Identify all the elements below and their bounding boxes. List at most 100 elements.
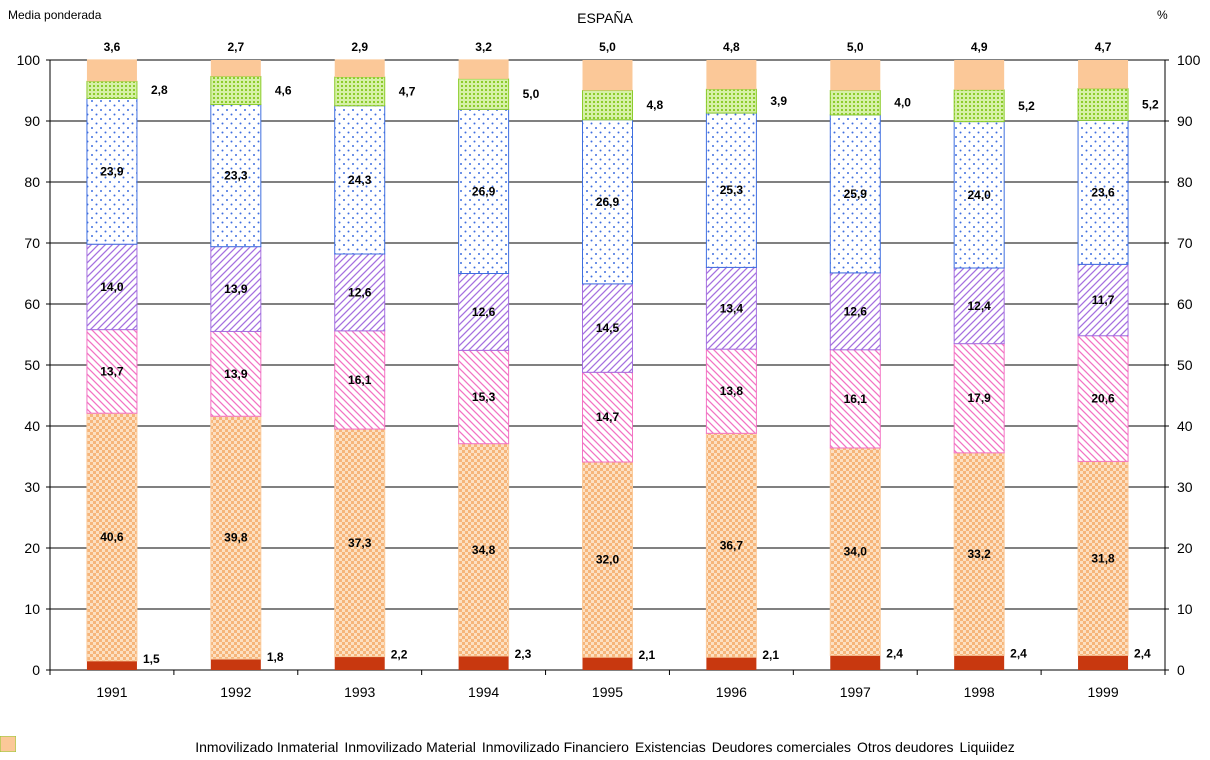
x-tick-label: 1993 [344, 684, 375, 700]
y-tick-label-left: 50 [24, 357, 40, 373]
y-axis-subtitle: Media ponderada [8, 8, 102, 22]
data-label: 23,3 [224, 169, 248, 183]
data-label: 5,0 [523, 87, 540, 101]
data-label: 4,7 [1095, 40, 1112, 54]
legend-item: Inmovilizado Financiero [0, 736, 629, 755]
bar-segment-inmovilizado-material [953, 452, 1005, 656]
bar-segment-inmovilizado-financiero [1077, 335, 1129, 462]
data-label: 2,1 [762, 648, 779, 662]
y-tick-label-left: 80 [24, 174, 40, 190]
bar-segment-otros-deudores [210, 75, 262, 106]
y-tick-label-right: 20 [1177, 540, 1193, 556]
legend-label: Inmovilizado Inmaterial [195, 739, 339, 755]
bar-segment-inmovilizado-financiero [210, 330, 262, 417]
bar-segment-inmovilizado-material [1077, 460, 1129, 656]
data-label: 12,4 [967, 299, 991, 313]
y-tick-label-left: 10 [24, 601, 40, 617]
y-tick-label-left: 60 [24, 296, 40, 312]
bar-segment-liquiidez [86, 59, 137, 82]
data-label: 2,1 [639, 648, 656, 662]
bar-segment-inmovilizado-inmaterial [458, 655, 509, 670]
data-label: 3,6 [104, 40, 121, 54]
bar-segment-inmovilizado-material [705, 432, 757, 658]
bar-segment-otros-deudores [582, 90, 633, 121]
bar-segment-liquiidez [334, 59, 385, 78]
bar-segment-liquiidez [210, 60, 261, 77]
data-label: 5,0 [599, 40, 616, 54]
bar-segment-liquiidez [1078, 60, 1129, 89]
y-tick-label-right: 40 [1177, 418, 1193, 434]
y-tick-label-left: 30 [24, 479, 40, 495]
data-label: 24,0 [967, 188, 991, 202]
y-tick-label-right: 60 [1177, 296, 1193, 312]
bar-segment-existencias [334, 253, 386, 332]
bar-segment-deudores-comerciales [458, 108, 510, 274]
data-label: 13,9 [224, 367, 248, 381]
y-tick-label-right: 100 [1177, 52, 1201, 68]
bar-segment-inmovilizado-inmaterial [1078, 655, 1129, 670]
bar-segment-inmovilizado-inmaterial [582, 657, 633, 670]
data-label: 11,7 [1092, 293, 1115, 307]
data-label: 5,2 [1018, 99, 1035, 113]
data-label: 14,5 [596, 321, 620, 335]
data-label: 12,6 [844, 304, 868, 318]
data-label: 32,0 [596, 553, 620, 567]
data-label: 2,4 [886, 646, 903, 660]
legend-label: Existencias [634, 739, 706, 755]
chart-title: ESPAÑA [577, 10, 633, 26]
data-label: 1,5 [143, 652, 160, 666]
data-label: 14,0 [100, 280, 124, 294]
data-label: 2,2 [391, 648, 408, 662]
bar-segment-inmovilizado-material [210, 415, 262, 660]
bar-segment-inmovilizado-inmaterial [954, 655, 1005, 670]
bar-segment-inmovilizado-material [582, 461, 633, 658]
data-label: 5,0 [847, 40, 864, 54]
bar-segment-deudores-comerciales [705, 112, 757, 268]
bar-segment-liquiidez [830, 60, 881, 91]
data-label: 37,3 [348, 536, 372, 550]
data-label: 4,9 [971, 40, 988, 54]
bar-segment-existencias [458, 273, 510, 351]
data-label: 24,3 [348, 173, 372, 187]
data-label: 3,9 [770, 94, 787, 108]
legend-item: Inmovilizado Material [0, 736, 476, 755]
data-label: 23,6 [1091, 185, 1115, 199]
data-label: 2,4 [1010, 646, 1027, 660]
data-label: 2,4 [1134, 646, 1151, 660]
legend-label: Deudores comerciales [711, 739, 852, 755]
data-label: 1,8 [267, 650, 284, 664]
bar-segment-otros-deudores [334, 76, 386, 107]
data-label: 4,0 [894, 96, 911, 110]
bar-segment-existencias [1077, 263, 1129, 337]
data-label: 4,7 [399, 84, 416, 98]
x-tick-label: 1999 [1087, 684, 1118, 700]
data-label: 14,7 [596, 410, 620, 424]
legend-swatch [0, 736, 16, 752]
data-label: 15,3 [472, 390, 496, 404]
y-tick-label-left: 0 [32, 662, 40, 678]
data-label: 25,3 [720, 183, 744, 197]
bar-segment-liquiidez [458, 59, 509, 79]
data-label: 36,7 [720, 538, 744, 552]
x-tick-label: 1998 [964, 684, 995, 700]
bar-segment-otros-deudores [705, 88, 757, 114]
data-label: 13,4 [720, 301, 744, 315]
bar-segment-inmovilizado-financiero [953, 343, 1005, 454]
bar-segment-liquiidez [706, 60, 757, 90]
legend-item: Liquiidez [0, 736, 1015, 755]
legend-label: Inmovilizado Financiero [481, 739, 629, 755]
bar-segment-existencias [210, 246, 262, 332]
data-label: 12,6 [348, 285, 372, 299]
data-label: 13,7 [100, 364, 124, 378]
data-label: 13,9 [224, 282, 248, 296]
bar-segment-otros-deudores [1077, 88, 1129, 121]
unit-label: % [1157, 8, 1168, 22]
x-tick-label: 1995 [592, 684, 623, 700]
bar-segment-otros-deudores [953, 89, 1005, 123]
data-label: 23,9 [100, 164, 124, 178]
bar-segment-inmovilizado-inmaterial [86, 660, 137, 670]
bar-segment-otros-deudores [86, 80, 138, 99]
data-label: 2,9 [351, 40, 368, 54]
data-label: 16,1 [844, 392, 868, 406]
y-tick-label-left: 100 [17, 52, 41, 68]
